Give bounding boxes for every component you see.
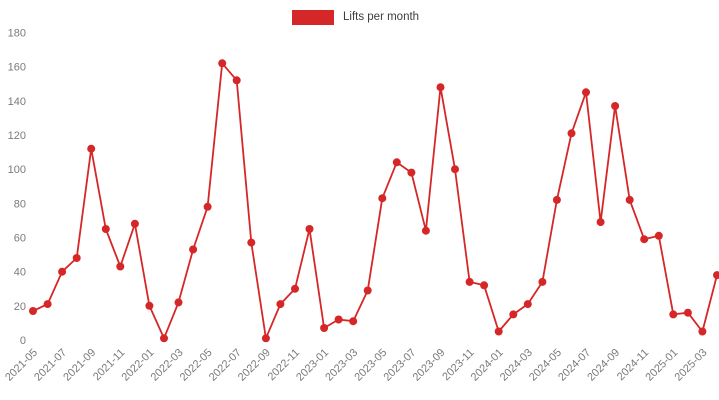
x-axis-tick-label: 2021-09 [61, 347, 98, 384]
data-point-marker [407, 168, 416, 177]
data-point-marker [451, 165, 459, 174]
data-point-marker [160, 334, 168, 343]
y-axis-tick-label: 40 [14, 267, 26, 279]
data-point-marker [596, 218, 605, 227]
y-axis-tick-label: 100 [8, 164, 26, 176]
data-point-marker [582, 88, 590, 97]
x-axis-tick-label: 2022-09 [236, 347, 273, 384]
y-axis-tick-label: 20 [14, 301, 26, 313]
data-point-marker [320, 324, 329, 332]
series-line [32, 62, 718, 340]
data-point-marker [436, 83, 445, 92]
data-point-marker [349, 317, 358, 326]
data-point-marker [567, 129, 576, 138]
data-point-marker [58, 267, 67, 276]
data-point-marker [247, 238, 256, 247]
y-axis-tick-label: 80 [14, 198, 26, 210]
data-point-marker [625, 195, 634, 204]
data-point-marker [552, 195, 561, 204]
y-axis-tick-label: 160 [8, 62, 26, 74]
data-point-marker [640, 235, 649, 244]
data-point-marker [538, 277, 547, 286]
x-axis-tick-label: 2023-09 [411, 347, 448, 384]
data-point-marker [378, 194, 387, 203]
legend: Lifts per month [292, 9, 419, 25]
data-point-marker [276, 300, 285, 309]
data-point-marker [669, 310, 678, 319]
y-axis-tick-label: 0 [20, 335, 26, 347]
data-point-marker [509, 310, 518, 319]
y-axis-tick-label: 120 [8, 130, 26, 142]
data-point-marker [72, 254, 81, 262]
data-point-marker [698, 327, 707, 336]
data-point-marker [203, 202, 212, 211]
data-point-marker [130, 219, 139, 228]
data-point-marker [101, 225, 110, 233]
data-point-marker [189, 245, 198, 254]
data-point-marker [116, 262, 125, 271]
legend-label: Lifts per month [343, 11, 420, 23]
y-axis-tick-label: 180 [8, 28, 26, 40]
data-point-marker [261, 334, 270, 343]
data-point-marker [392, 158, 401, 167]
data-point-marker [145, 301, 154, 310]
data-point-marker [87, 144, 96, 153]
data-point-marker [683, 308, 692, 317]
data-point-marker [421, 226, 430, 235]
data-point-marker [291, 284, 299, 293]
x-axis-tick-label: 2025-03 [673, 347, 710, 384]
data-point-marker [218, 59, 227, 68]
data-point-marker [494, 327, 503, 336]
data-point-marker [611, 102, 620, 110]
data-point-marker [480, 281, 489, 290]
y-axis-tick-label: 60 [14, 233, 26, 245]
y-axis-tick-label: 140 [8, 96, 26, 108]
data-point-marker [174, 298, 183, 307]
data-point-marker [334, 315, 343, 324]
data-point-marker [363, 286, 372, 295]
data-point-marker [29, 307, 37, 315]
data-point-marker [43, 300, 52, 309]
data-point-marker [305, 225, 314, 233]
data-point-marker [713, 271, 719, 280]
data-point-marker [232, 76, 241, 85]
data-point-marker [465, 277, 474, 286]
legend-swatch-icon [292, 9, 334, 25]
data-point-marker [523, 300, 532, 309]
data-point-marker [654, 231, 663, 240]
x-axis-tick-label: 2024-09 [585, 347, 622, 384]
